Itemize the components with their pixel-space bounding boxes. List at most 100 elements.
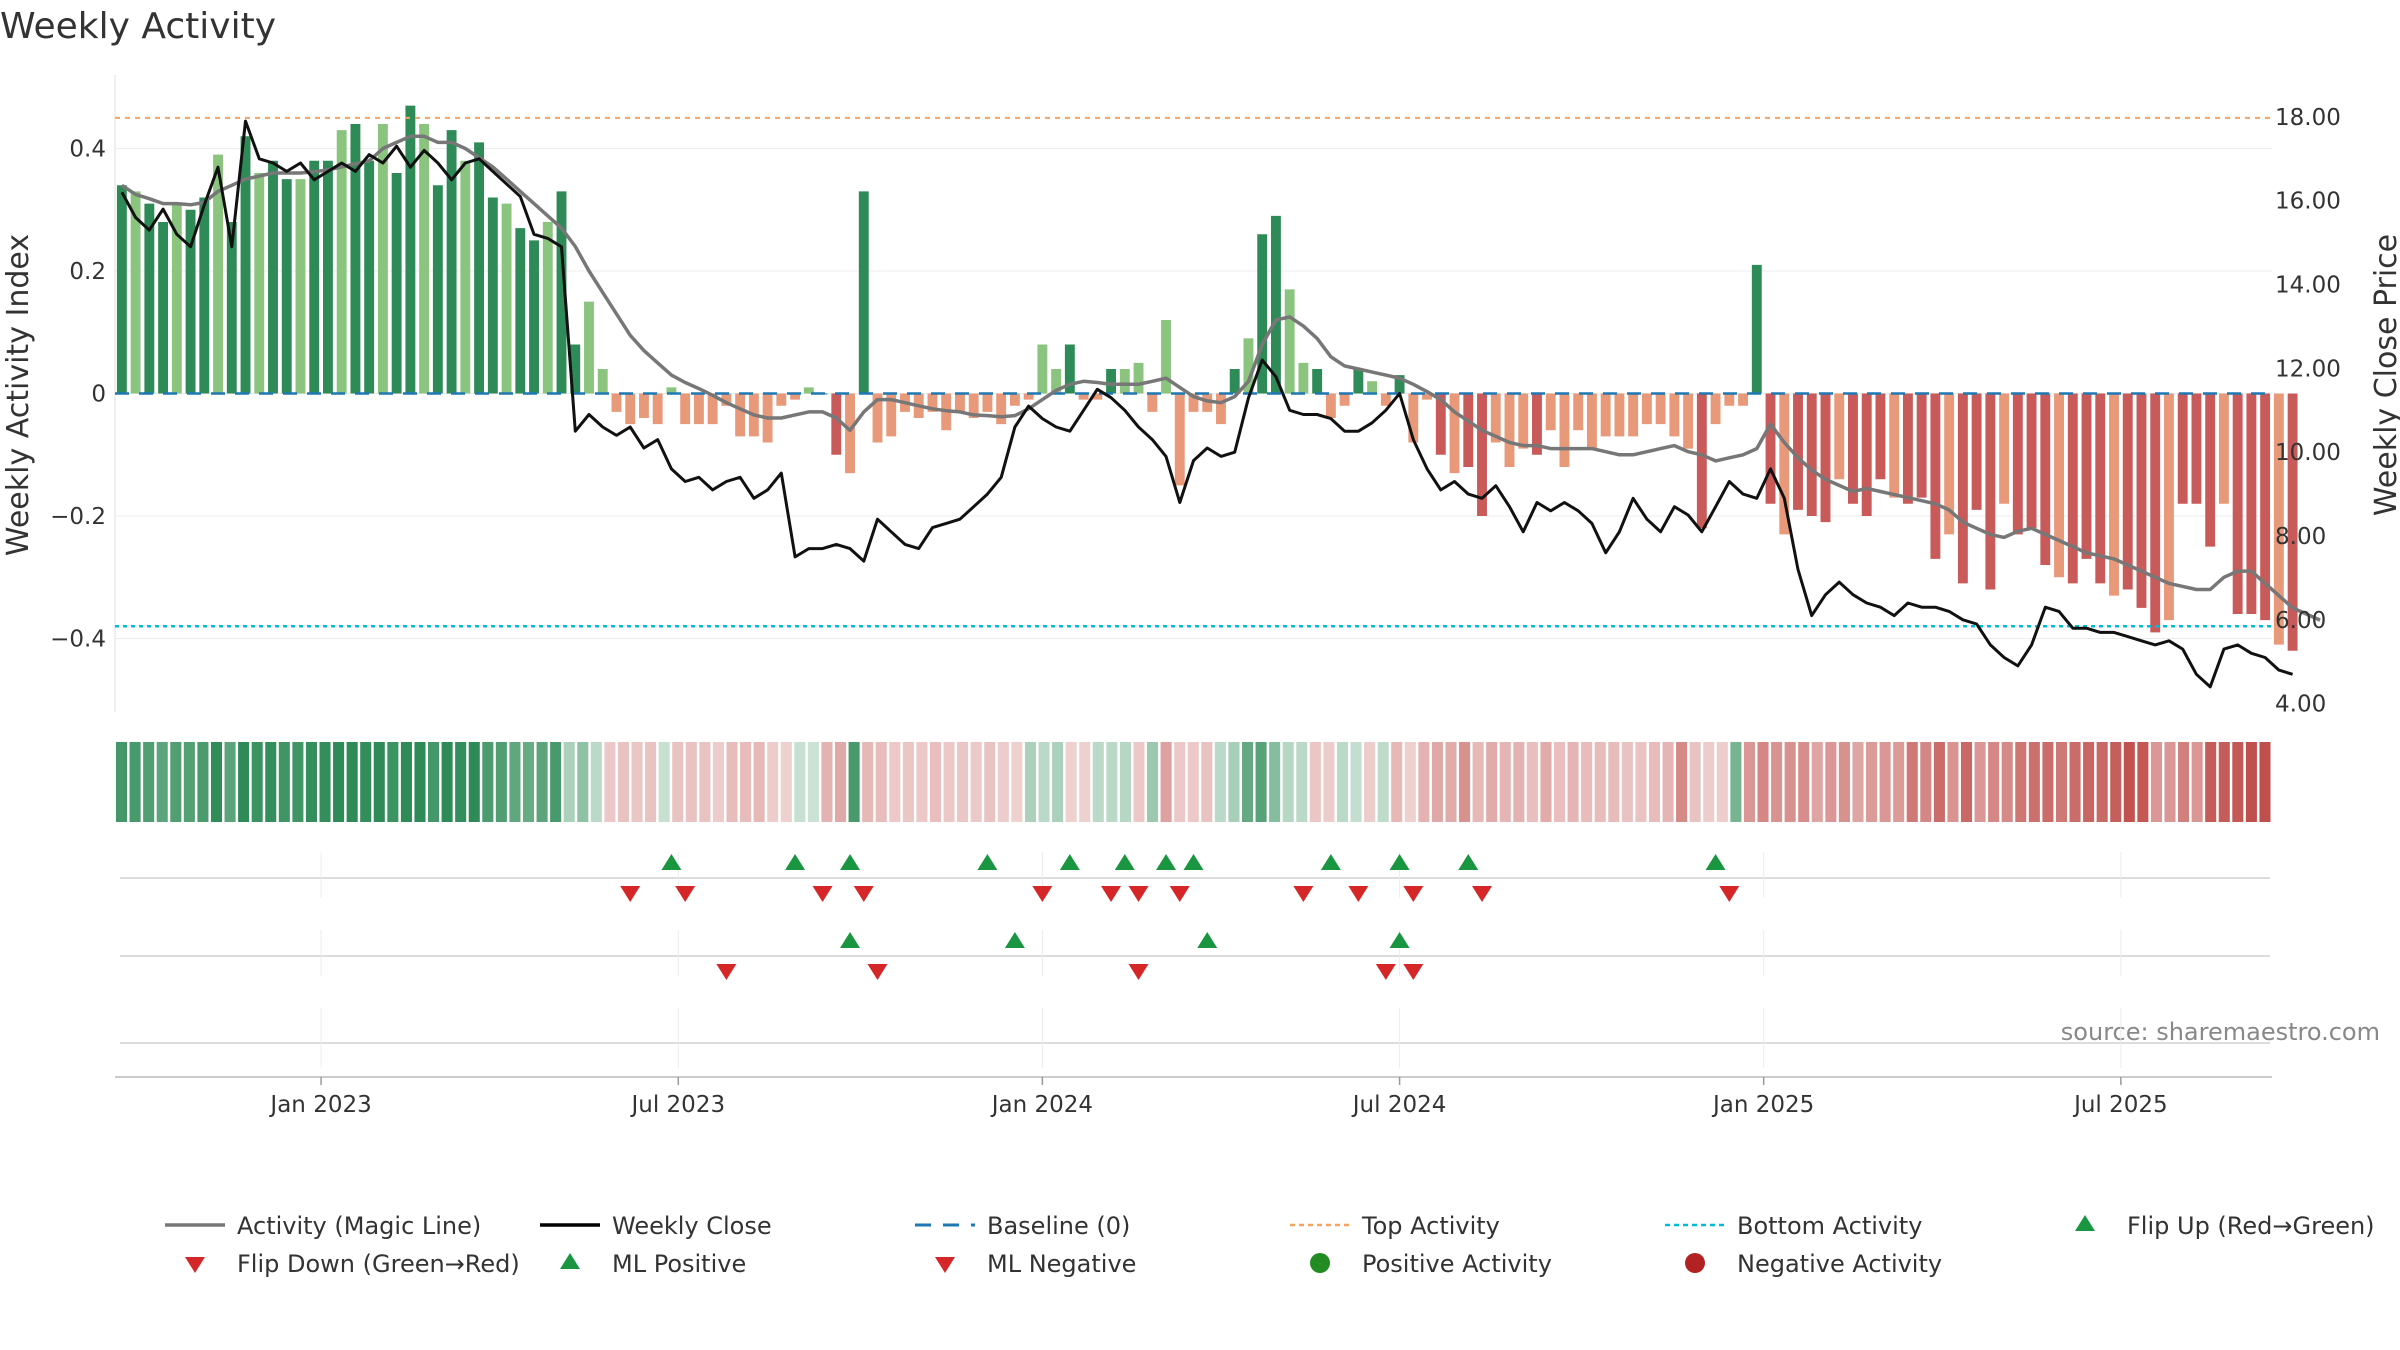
y-axis-label: Weekly Activity Index (1, 234, 36, 556)
activity-bar (254, 173, 265, 394)
flip-down-marker (1128, 886, 1149, 902)
activity-strip-cell (1513, 742, 1525, 822)
activity-strip-cell (428, 742, 440, 822)
activity-strip-cell (387, 742, 399, 822)
legend-swatch-dot-icon (1685, 1253, 1705, 1273)
flip-up-marker (840, 854, 861, 870)
activity-strip-cell (1011, 742, 1023, 822)
activity-strip-cell (1459, 742, 1471, 822)
activity-strip-cell (482, 742, 494, 822)
chart-title: Weekly Activity (0, 6, 276, 47)
activity-bar (1724, 393, 1735, 406)
activity-strip-cell (1608, 742, 1620, 822)
legend-label: Bottom Activity (1737, 1212, 1922, 1240)
activity-bar (529, 240, 539, 394)
activity-bar (116, 185, 127, 394)
activity-strip-cell (577, 742, 589, 822)
legend-item: Positive Activity (1310, 1250, 1552, 1278)
legend-item: ML Positive (560, 1250, 746, 1278)
activity-bar (1147, 393, 1158, 412)
activity-bar (597, 369, 608, 394)
activity-bar (2150, 393, 2161, 633)
activity-bar (1106, 369, 1117, 394)
y-tick-label: −0.4 (50, 627, 106, 653)
activity-bar (1284, 289, 1295, 394)
activity-bar (377, 124, 388, 394)
activity-strip-cell (1187, 742, 1199, 822)
legend-swatch-triangle-up-icon (2075, 1215, 2095, 1231)
activity-strip-cell (658, 742, 670, 822)
activity-bar (1834, 393, 1845, 480)
activity-bar (858, 191, 869, 394)
activity-strip-cell (794, 742, 806, 822)
activity-strip-cell (1974, 742, 1986, 822)
activity-bar (336, 130, 347, 394)
legend-label: Positive Activity (1362, 1250, 1552, 1278)
activity-bar (1985, 393, 1996, 590)
legend-swatch-triangle-down-icon (185, 1257, 205, 1273)
flip-up-marker (1156, 854, 1177, 870)
activity-bar (1188, 393, 1199, 412)
y-tick-label: 0.2 (69, 259, 106, 285)
activity-strip-cell (319, 742, 331, 822)
ml-positive-marker (1389, 932, 1410, 948)
activity-bar (2026, 393, 2037, 529)
legend-item: Weekly Close (540, 1212, 772, 1240)
activity-bar (2246, 393, 2257, 614)
activity-strip-cell (1336, 742, 1349, 822)
activity-bar (803, 387, 814, 394)
activity-bar (1243, 338, 1254, 394)
activity-strip-cell (699, 742, 711, 822)
activity-bar (1916, 393, 1927, 498)
activity-bar (130, 191, 141, 394)
legend-item: Negative Activity (1685, 1250, 1942, 1278)
activity-bar (1710, 393, 1721, 425)
activity-strip-cell (902, 742, 914, 822)
activity-strip-cell (1838, 742, 1850, 822)
activity-bar (364, 160, 375, 394)
activity-bar (570, 344, 581, 394)
activity-bar (1600, 393, 1611, 437)
activity-bar (323, 160, 333, 394)
activity-strip-cell (645, 742, 657, 822)
activity-strip-cell (726, 742, 738, 822)
activity-bar (611, 393, 622, 412)
activity-bar (790, 393, 801, 400)
activity-bar (2054, 393, 2064, 578)
activity-strip-cell (1635, 742, 1647, 822)
activity-strip-cell (183, 742, 195, 822)
activity-bar (487, 197, 498, 394)
activity-strip-cell (1730, 742, 1742, 822)
activity-bar (1257, 234, 1268, 394)
activity-bar (2177, 393, 2188, 504)
activity-bar (1298, 362, 1309, 394)
legend-item: Flip Up (Red→Green) (2075, 1212, 2375, 1240)
activity-bar (281, 179, 292, 394)
ml-negative-marker (716, 964, 737, 980)
activity-strip-cell (1296, 742, 1308, 822)
activity-strip-cell (2205, 742, 2217, 822)
activity-strip-cell (2069, 742, 2081, 822)
activity-strip-cell (2259, 742, 2271, 822)
activity-strip-cell (997, 742, 1009, 822)
activity-bar (1023, 393, 1034, 400)
activity-bar (2081, 393, 2092, 559)
legend-label: Top Activity (1361, 1212, 1500, 1240)
activity-strip-cell (2096, 742, 2108, 822)
activity-strip-cell (1147, 742, 1159, 822)
flip-up-marker (977, 854, 998, 870)
activity-strip-cell (1499, 742, 1511, 822)
activity-bar (1449, 393, 1460, 474)
activity-strip-cell (767, 742, 779, 822)
activity-bar (1490, 393, 1501, 443)
activity-strip-cell (1811, 742, 1823, 822)
activity-bar (1669, 393, 1680, 437)
legend-label: ML Negative (987, 1250, 1136, 1278)
y2-tick-label: 16.00 (2275, 189, 2341, 215)
activity-strip-cell (116, 742, 128, 822)
ml-negative-marker (1375, 964, 1396, 980)
activity-strip-cell (1038, 742, 1050, 822)
flip-up-marker (1389, 854, 1410, 870)
activity-strip-cell (672, 742, 684, 822)
flip-down-marker (1101, 886, 1122, 902)
